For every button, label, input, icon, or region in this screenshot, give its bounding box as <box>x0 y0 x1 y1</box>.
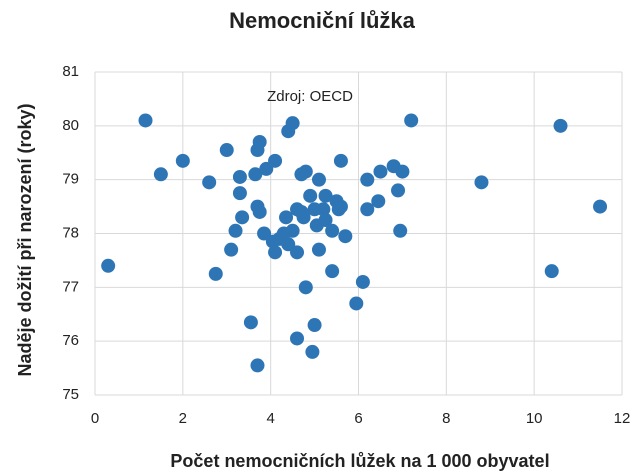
point <box>360 172 375 187</box>
point <box>268 245 283 260</box>
point <box>318 188 333 203</box>
point <box>290 245 305 260</box>
point <box>333 153 348 168</box>
point <box>373 164 388 179</box>
y-tick-label: 78 <box>62 224 79 241</box>
point <box>318 213 333 228</box>
point <box>252 204 267 219</box>
point <box>250 358 265 373</box>
point <box>268 153 283 168</box>
y-tick-label: 81 <box>62 63 79 80</box>
x-tick-label: 4 <box>266 410 274 427</box>
point <box>138 113 153 128</box>
point <box>290 331 305 346</box>
y-tick-label: 79 <box>62 171 79 188</box>
point <box>279 210 294 225</box>
point <box>325 223 340 238</box>
point <box>153 167 168 182</box>
annotation: Zdroj: OECD <box>267 88 353 105</box>
point <box>404 113 419 128</box>
y-tick-label: 80 <box>62 117 79 134</box>
point <box>474 175 489 190</box>
point <box>219 143 234 158</box>
point <box>202 175 217 190</box>
y-tick-label: 77 <box>62 278 79 295</box>
point <box>311 242 326 257</box>
y-tick-label: 75 <box>62 386 79 403</box>
point <box>391 183 406 198</box>
point <box>296 210 311 225</box>
point <box>232 169 247 184</box>
x-tick-label: 12 <box>614 410 631 427</box>
x-tick-label: 8 <box>442 410 450 427</box>
chart-title: Nemocniční lůžka <box>229 8 416 33</box>
point <box>303 188 318 203</box>
point <box>232 186 247 201</box>
y-tick-label: 76 <box>62 332 79 349</box>
point <box>338 229 353 244</box>
point <box>285 223 300 238</box>
x-axis-label: Počet nemocničních lůžek na 1 000 obyvat… <box>170 451 549 471</box>
point <box>393 223 408 238</box>
point <box>593 199 608 214</box>
point <box>395 164 410 179</box>
point <box>544 264 559 279</box>
x-tick-label: 2 <box>179 410 187 427</box>
point <box>553 118 568 133</box>
point <box>325 264 340 279</box>
point <box>333 199 348 214</box>
y-axis-label: Naděje dožití při narození (roky) <box>15 103 35 376</box>
point <box>316 202 331 217</box>
point <box>305 344 320 359</box>
point <box>208 266 223 281</box>
x-tick-label: 0 <box>91 410 99 427</box>
point <box>248 167 263 182</box>
x-tick-label: 6 <box>354 410 362 427</box>
point <box>224 242 239 257</box>
point <box>281 124 296 139</box>
point <box>252 134 267 149</box>
point <box>371 194 386 209</box>
point <box>360 202 375 217</box>
point <box>235 210 250 225</box>
point <box>298 164 313 179</box>
point <box>349 296 364 311</box>
x-tick-label: 10 <box>526 410 543 427</box>
point <box>311 172 326 187</box>
point <box>101 258 116 273</box>
point <box>243 315 258 330</box>
point <box>298 280 313 295</box>
point <box>355 274 370 289</box>
point <box>228 223 243 238</box>
point <box>307 318 322 333</box>
point <box>175 153 190 168</box>
